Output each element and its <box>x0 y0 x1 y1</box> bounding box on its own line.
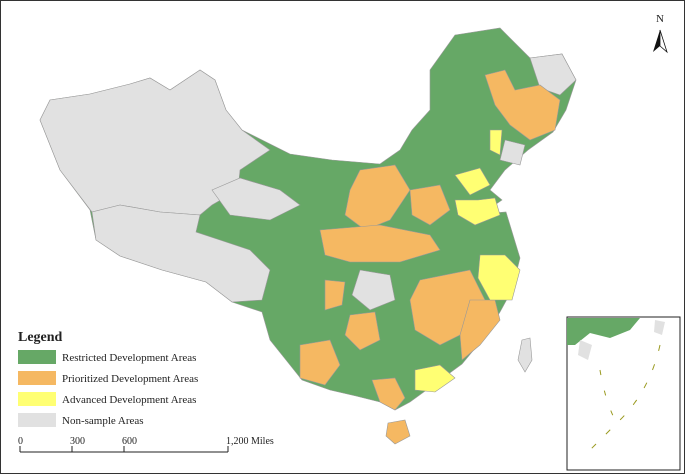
legend-label: Restricted Development Areas <box>62 352 196 364</box>
inset-boundary <box>599 369 616 421</box>
non-sample-region <box>211 177 301 221</box>
taiwan <box>517 337 533 373</box>
scale-label: 300 <box>70 436 85 447</box>
prioritized-region <box>324 279 346 311</box>
scale-label: 0 <box>18 436 23 447</box>
advanced-region <box>477 254 521 301</box>
inset-frame <box>566 316 681 471</box>
scale-label: 600 <box>122 436 137 447</box>
non-sample-region <box>351 269 396 311</box>
legend-label: Prioritized Development Areas <box>62 373 198 385</box>
inset-land <box>578 340 592 360</box>
north-arrow: N <box>653 13 668 54</box>
advanced-region <box>454 167 491 196</box>
non-sample-region <box>91 204 271 303</box>
legend: Legend Restricted Development Areas Prior… <box>18 330 198 427</box>
non-sample-region <box>499 139 526 166</box>
prioritized-region <box>371 377 406 411</box>
inset-boundary <box>584 344 661 456</box>
prioritized-region <box>299 339 341 386</box>
hainan <box>385 419 411 445</box>
advanced-region <box>454 197 501 226</box>
legend-label: Non-sample Areas <box>62 415 144 427</box>
legend-swatch <box>18 413 56 427</box>
advanced-region <box>489 129 503 156</box>
legend-swatch <box>18 371 56 385</box>
prioritized-region <box>344 311 381 351</box>
prioritized-region <box>484 69 561 141</box>
prioritized-region <box>319 224 441 263</box>
legend-swatch <box>18 350 56 364</box>
north-arrow-right <box>659 29 668 54</box>
prioritized-region <box>409 184 451 226</box>
legend-label: Advanced Development Areas <box>62 394 196 406</box>
inset-map <box>566 316 681 471</box>
china-map <box>39 27 577 445</box>
advanced-region <box>414 364 456 393</box>
legend-title: Legend <box>18 330 63 345</box>
scale-label: 1,200 Miles <box>226 436 274 447</box>
scale-bar: 0 300 600 1,200 Miles <box>18 436 274 453</box>
inset-land <box>567 318 640 345</box>
inset-island <box>654 320 665 335</box>
north-label: N <box>656 13 664 25</box>
non-sample-region <box>529 53 577 96</box>
north-arrow-left <box>653 30 660 52</box>
legend-swatch <box>18 392 56 406</box>
